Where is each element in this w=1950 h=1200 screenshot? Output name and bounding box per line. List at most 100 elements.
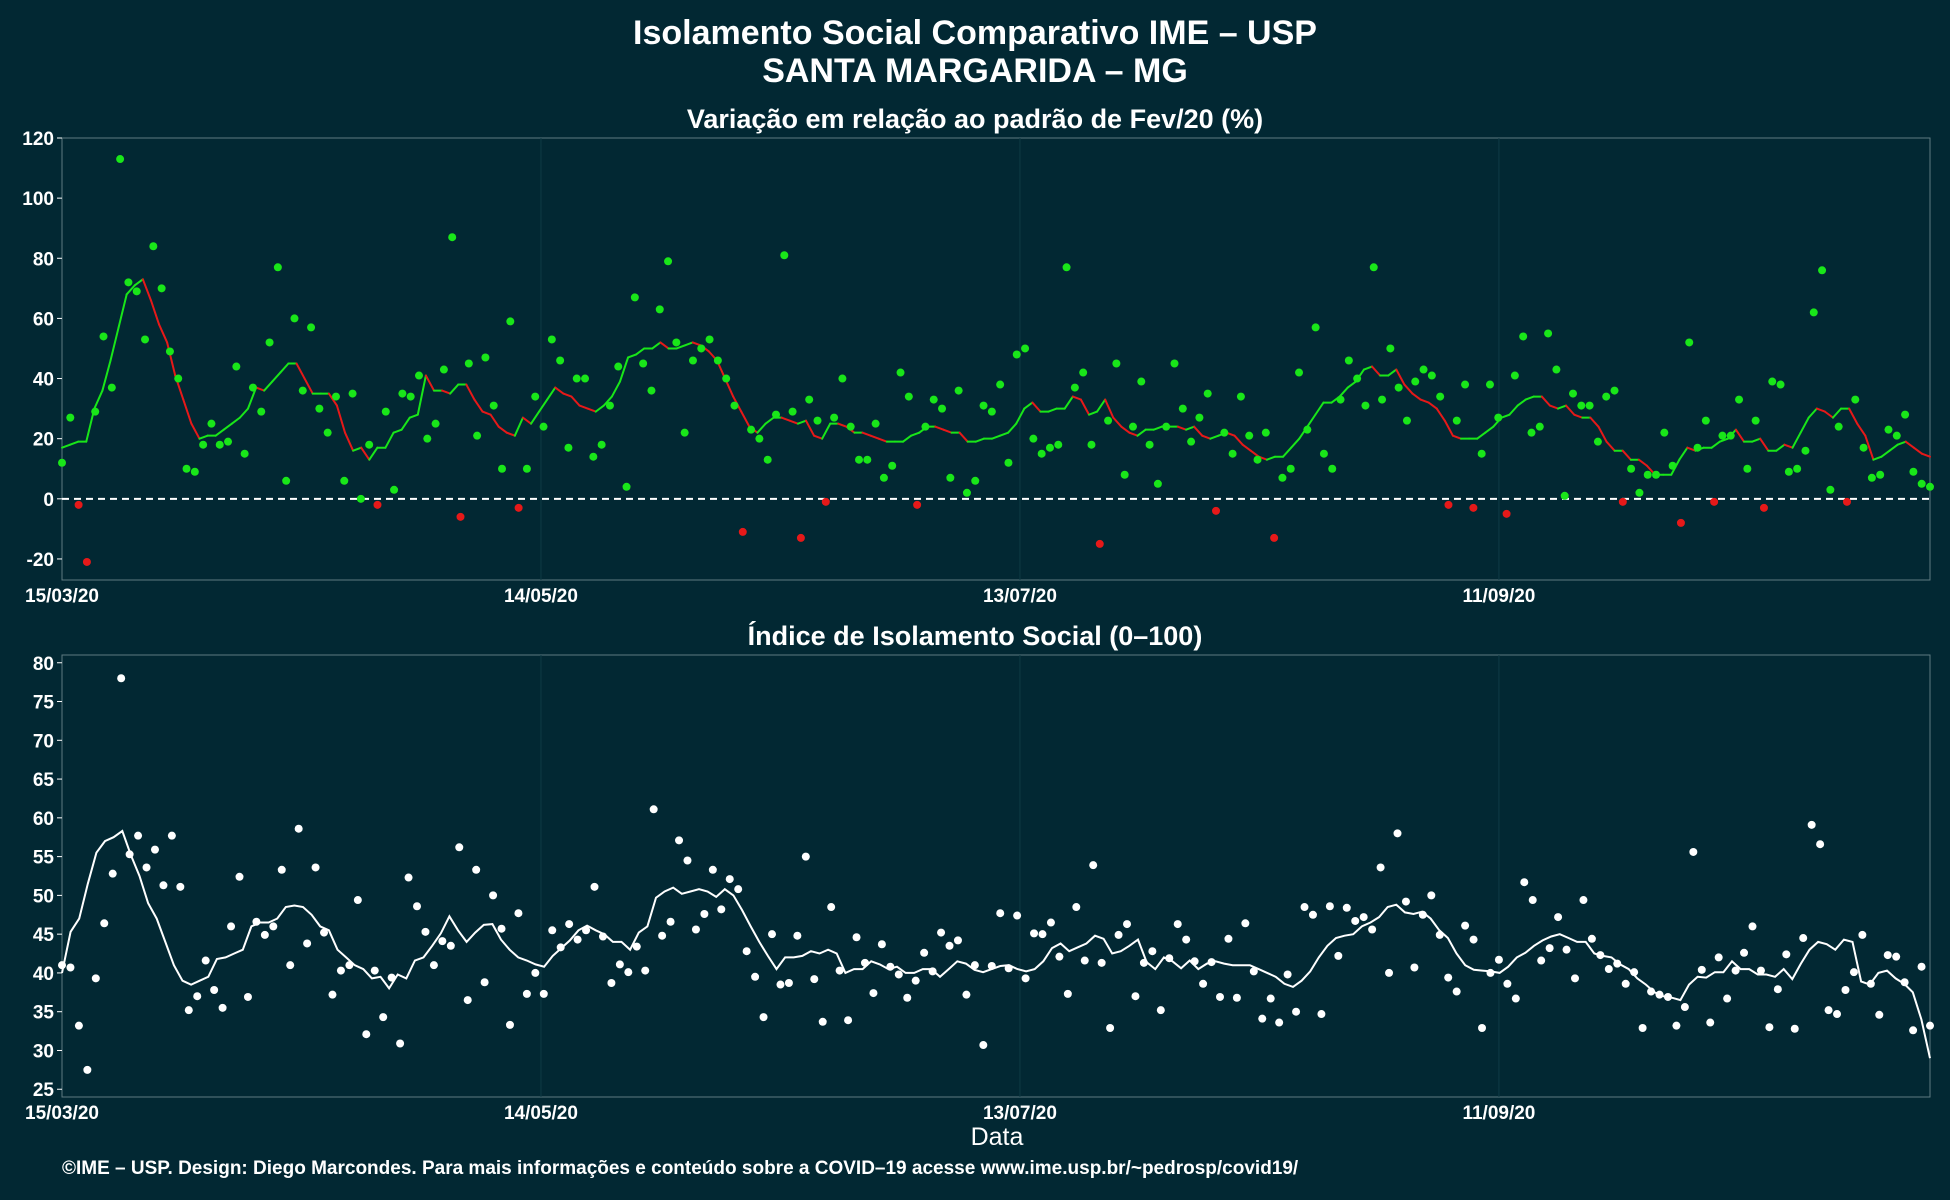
moving-average-segment <box>821 422 832 440</box>
data-point <box>1236 392 1245 401</box>
data-point <box>937 928 946 937</box>
data-point <box>664 257 673 266</box>
moving-average-segment <box>1338 386 1349 398</box>
moving-average-segment <box>1912 446 1923 455</box>
data-point <box>1012 350 1021 359</box>
moving-average-segment <box>1096 398 1107 413</box>
data-point <box>649 805 658 814</box>
data-point <box>1748 922 1757 931</box>
moving-average-segment <box>1686 446 1697 452</box>
data-point <box>572 374 581 383</box>
data-point <box>796 533 805 542</box>
data-point <box>193 992 202 1001</box>
data-point <box>1469 503 1478 512</box>
data-point <box>1883 951 1892 960</box>
data-point <box>1602 392 1611 401</box>
data-point <box>1706 1018 1715 1027</box>
moving-average-segment <box>505 431 516 437</box>
data-point <box>830 413 839 422</box>
moving-average-segment <box>141 278 152 302</box>
moving-average-segment <box>327 392 338 407</box>
data-point <box>1170 359 1179 368</box>
data-point <box>522 464 531 473</box>
moving-average-segment <box>473 398 484 413</box>
data-point <box>1859 443 1868 452</box>
moving-average-segment <box>780 416 791 422</box>
data-point <box>632 942 641 951</box>
data-point <box>1613 959 1622 968</box>
data-point <box>439 365 448 374</box>
data-point <box>1478 1023 1487 1032</box>
data-point <box>1199 979 1208 988</box>
moving-average-segment <box>1306 413 1317 428</box>
data-point <box>282 476 291 485</box>
moving-average-segment <box>1791 431 1802 449</box>
moving-average-segment <box>1775 443 1786 452</box>
data-point <box>688 356 697 365</box>
y-tick-label: 55 <box>33 848 55 869</box>
data-point <box>1579 896 1588 905</box>
data-point <box>675 836 684 845</box>
data-point <box>1328 464 1337 473</box>
data-point <box>1593 437 1602 446</box>
data-point <box>962 990 971 999</box>
data-point <box>1867 473 1876 482</box>
data-point <box>438 937 447 946</box>
data-point <box>398 389 407 398</box>
data-point <box>1319 449 1328 458</box>
moving-average-segment <box>1451 434 1462 440</box>
moving-average-segment <box>1120 425 1131 434</box>
moving-average-segment <box>958 431 969 443</box>
moving-average-segment <box>1904 440 1915 449</box>
data-point <box>1502 509 1511 518</box>
data-point <box>472 865 481 874</box>
data-point <box>1917 962 1926 971</box>
data-point <box>1295 368 1304 377</box>
y-tick-label: 20 <box>33 430 54 451</box>
data-point <box>107 383 116 392</box>
data-point <box>879 473 888 482</box>
data-point <box>742 947 751 956</box>
data-point <box>1689 847 1698 856</box>
data-point <box>1245 431 1254 440</box>
data-point <box>1165 954 1174 963</box>
data-point <box>373 500 382 509</box>
moving-average-segment <box>1621 449 1632 461</box>
data-point <box>1427 891 1436 900</box>
data-point <box>473 431 482 440</box>
moving-average-segment <box>1637 458 1648 467</box>
data-point <box>201 956 210 965</box>
data-point <box>1560 491 1569 500</box>
moving-average-segment <box>1193 425 1204 437</box>
data-point <box>821 497 830 506</box>
moving-average-segment <box>1888 443 1899 452</box>
data-point <box>1359 913 1368 922</box>
moving-average-segment <box>335 404 347 434</box>
data-point <box>323 428 332 437</box>
data-point <box>1926 482 1934 491</box>
moving-average-segment <box>837 422 848 428</box>
moving-average-segment <box>1419 398 1430 404</box>
data-point <box>615 960 624 969</box>
data-point <box>1220 428 1229 437</box>
data-point <box>708 865 717 874</box>
data-point <box>1195 413 1204 422</box>
moving-average-segment <box>93 389 104 410</box>
moving-average-segment <box>1403 383 1414 395</box>
data-point <box>82 557 91 566</box>
y-tick-label: 60 <box>33 309 54 330</box>
moving-average-segment <box>384 431 395 449</box>
moving-average-segment <box>651 341 662 350</box>
moving-average-segment <box>198 434 209 440</box>
data-point <box>224 437 233 446</box>
data-point <box>1461 380 1470 389</box>
moving-average-segment <box>1047 407 1058 413</box>
data-point <box>1477 449 1486 458</box>
x-tick-label: 14/05/20 <box>504 586 578 607</box>
data-point <box>184 1006 193 1015</box>
data-point <box>1385 968 1394 977</box>
moving-average-segment <box>610 380 621 398</box>
data-point <box>759 1013 768 1022</box>
data-point <box>725 875 734 884</box>
data-point <box>904 392 913 401</box>
